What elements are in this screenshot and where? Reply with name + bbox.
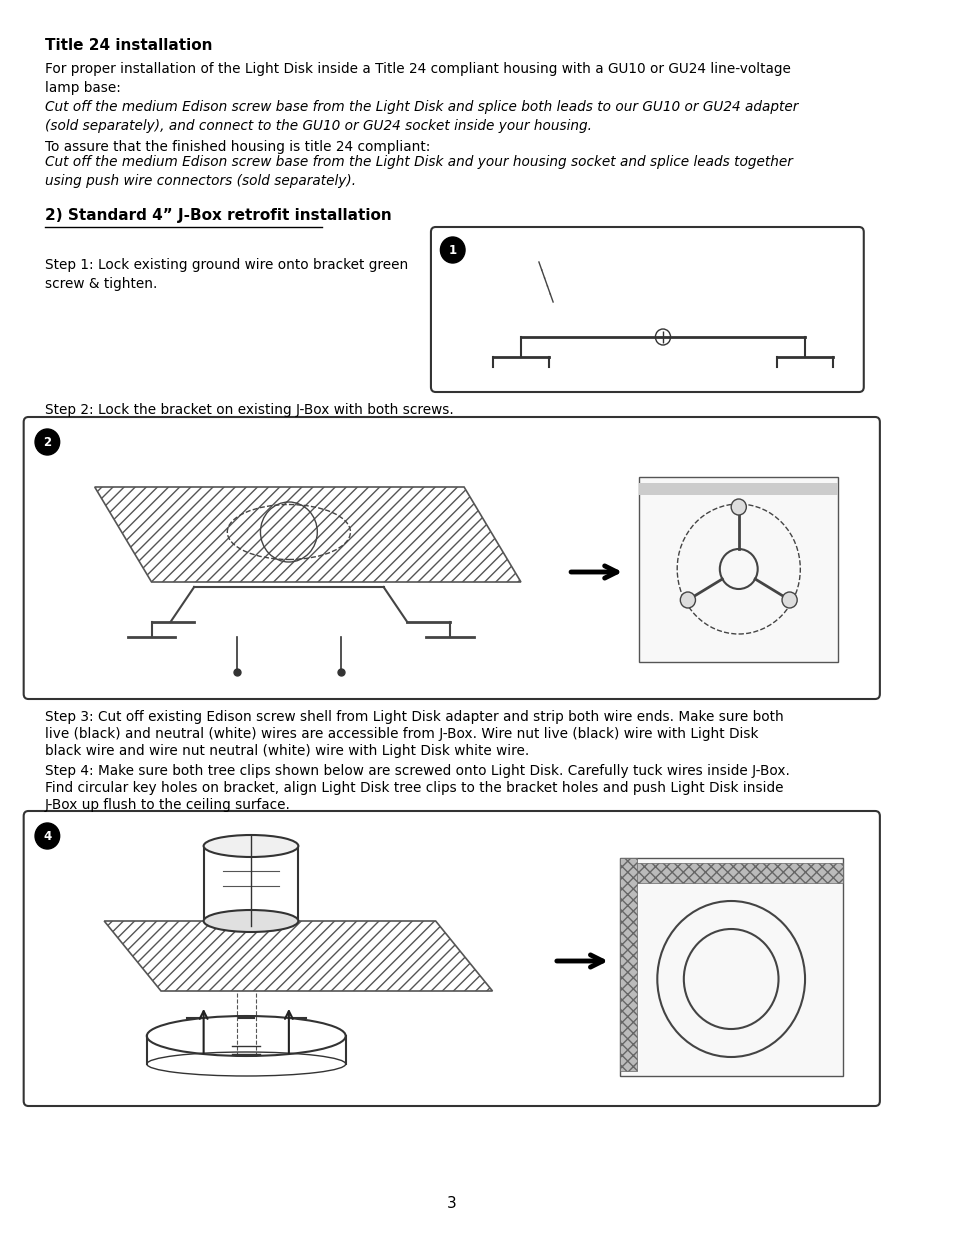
Text: J-Box up flush to the ceiling surface.: J-Box up flush to the ceiling surface. [45,798,290,811]
Circle shape [440,237,464,263]
Circle shape [35,823,60,848]
Bar [639,483,838,495]
Text: 3: 3 [446,1195,456,1212]
Text: 4: 4 [43,830,51,842]
Circle shape [35,429,60,454]
Text: Step 2: Lock the bracket on existing J-Box with both screws.: Step 2: Lock the bracket on existing J-B… [45,403,453,417]
Text: Find circular key holes on bracket, align Light Disk tree clips to the bracket h: Find circular key holes on bracket, alig… [45,781,782,795]
Text: Cut off the medium Edison screw base from the Light Disk and your housing socket: Cut off the medium Edison screw base fro… [45,156,792,188]
Text: Step 3: Cut off existing Edison screw shell from Light Disk adapter and strip bo: Step 3: Cut off existing Edison screw sh… [45,710,782,724]
Text: Step 4: Make sure both tree clips shown below are screwed onto Light Disk. Caref: Step 4: Make sure both tree clips shown … [45,764,788,778]
Bar [619,858,637,1071]
Text: To assure that the finished housing is title 24 compliant:: To assure that the finished housing is t… [45,140,430,154]
Text: 2: 2 [43,436,51,448]
Ellipse shape [203,835,298,857]
Circle shape [679,592,695,608]
Bar [619,858,842,1076]
Bar [619,863,842,883]
Circle shape [781,592,797,608]
FancyBboxPatch shape [431,227,862,391]
Ellipse shape [203,910,298,932]
Text: Cut off the medium Edison screw base from the Light Disk and splice both leads t: Cut off the medium Edison screw base fro… [45,100,797,133]
Text: Title 24 installation: Title 24 installation [45,38,212,53]
Bar [639,477,838,662]
Text: For proper installation of the Light Disk inside a Title 24 compliant housing wi: For proper installation of the Light Dis… [45,62,790,95]
Text: Step 1: Lock existing ground wire onto bracket green
screw & tighten.: Step 1: Lock existing ground wire onto b… [45,258,407,291]
FancyBboxPatch shape [24,417,879,699]
Circle shape [730,499,745,515]
Text: 1: 1 [448,243,456,257]
FancyBboxPatch shape [24,811,879,1107]
Text: 2) Standard 4” J-Box retrofit installation: 2) Standard 4” J-Box retrofit installati… [45,207,391,224]
Text: live (black) and neutral (white) wires are accessible from J-Box. Wire nut live : live (black) and neutral (white) wires a… [45,727,758,741]
Text: black wire and wire nut neutral (white) wire with Light Disk white wire.: black wire and wire nut neutral (white) … [45,743,528,758]
